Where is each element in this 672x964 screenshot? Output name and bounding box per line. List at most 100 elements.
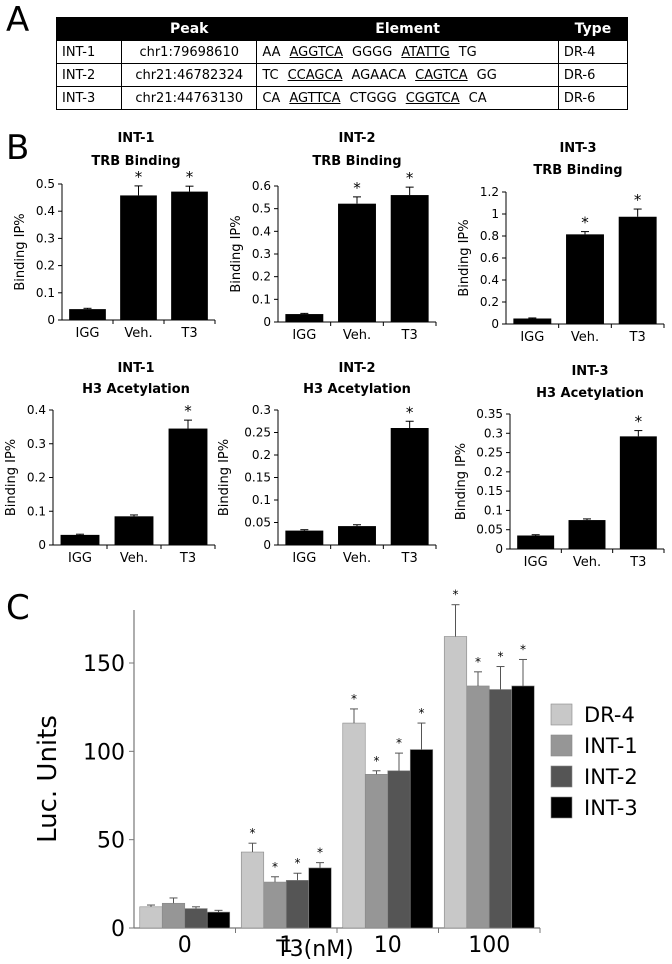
bar [184, 908, 208, 929]
element-segment: AA [262, 44, 281, 60]
bar [618, 216, 657, 324]
significance-star: * [406, 169, 414, 187]
table-header-element: Element [256, 17, 559, 41]
row-name: INT-1 [55, 40, 123, 64]
x-tick-label: IGG [524, 555, 548, 570]
y-tick-label: 100 [83, 740, 125, 765]
bar [619, 436, 657, 549]
x-tick-label: T3 [401, 328, 418, 343]
y-tick-label: 0.6 [480, 251, 499, 265]
y-tick-label: 0.3 [27, 437, 46, 451]
bar [69, 309, 106, 320]
bar [443, 636, 468, 929]
y-tick-label: 0.15 [244, 471, 271, 485]
y-tick-label: 0.4 [480, 273, 499, 287]
y-tick-label: 0 [111, 917, 125, 942]
x-tick-label: IGG [292, 551, 316, 566]
legend-label: INT-1 [584, 734, 638, 758]
bar [285, 314, 324, 322]
significance-star: * [635, 413, 643, 431]
y-tick-label: 0.1 [484, 503, 503, 517]
significance-star: * [374, 754, 380, 768]
element-spacer: CTGGG [349, 90, 397, 106]
bar [364, 773, 389, 929]
y-tick-label: 0.2 [484, 465, 503, 479]
row-name: INT-2 [55, 63, 123, 87]
x-tick-label: IGG [68, 551, 92, 566]
y-tick-label: 0.4 [27, 403, 46, 417]
panel-label-b: B [6, 128, 30, 168]
y-tick-label: 0.8 [480, 229, 499, 243]
x-tick-label: Veh. [120, 551, 148, 566]
chart-title-line1: INT-2 [338, 361, 375, 376]
bar [342, 722, 366, 929]
y-tick-label: 0 [47, 313, 55, 327]
peak-table: Peak Element Type INT-1 chr1:79698610 AA… [55, 17, 629, 110]
table-row: INT-3 chr21:44763130 CA AGTTCA CTGGG CGGTCA… [55, 86, 629, 110]
panel-label-c: C [6, 588, 30, 628]
y-tick-label: 1.2 [480, 185, 499, 199]
bar [568, 520, 606, 549]
x-tick-label: Veh. [343, 551, 371, 566]
significance-star: * [634, 191, 642, 209]
x-tick-label: 100 [468, 933, 510, 958]
y-axis-label: Binding IP% [229, 215, 244, 292]
bar [338, 526, 376, 545]
y-tick-label: 0.1 [252, 292, 271, 306]
element-segment: CA [262, 90, 281, 106]
legend-label: DR-4 [584, 703, 635, 727]
y-tick-label: 0.2 [252, 270, 271, 284]
y-tick-label: 0.3 [252, 247, 271, 261]
element-spacer: GGGG [352, 44, 393, 60]
bar [390, 428, 429, 545]
y-axis-label: Luc. Units [33, 715, 63, 843]
chart-title-line2: H3 Acetylation [303, 382, 411, 397]
bar [390, 195, 429, 322]
legend-swatch [550, 703, 573, 726]
x-tick-label: Veh. [571, 330, 599, 345]
significance-star: * [419, 706, 425, 720]
y-tick-label: 0.05 [244, 516, 271, 530]
row-peak: chr21:46782324 [121, 63, 258, 87]
x-tick-label: Veh. [124, 326, 152, 341]
y-tick-label: 1 [491, 207, 499, 221]
y-tick-label: 0.25 [476, 446, 503, 460]
bar [517, 535, 555, 549]
y-tick-label: 0 [38, 538, 46, 552]
x-tick-label: T3 [401, 551, 418, 566]
bar [139, 906, 163, 929]
significance-star: * [581, 214, 589, 232]
y-tick-label: 50 [97, 829, 125, 854]
y-tick-label: 0 [491, 317, 499, 331]
y-axis-label: Binding IP% [217, 439, 232, 516]
x-tick-label: 0 [178, 933, 192, 958]
significance-star: * [250, 826, 256, 840]
y-tick-label: 0.5 [36, 177, 55, 191]
significance-star: * [317, 846, 323, 860]
chart-title-line1: INT-3 [559, 141, 596, 156]
y-tick-label: 0.1 [252, 493, 271, 507]
bar [513, 318, 552, 324]
y-tick-label: 0.2 [252, 448, 271, 462]
x-axis-label: T3(nM) [275, 937, 354, 962]
table-header-name [55, 17, 123, 41]
chart-title-line1: INT-2 [338, 131, 375, 146]
bar [566, 234, 604, 324]
legend-label: INT-3 [584, 796, 638, 820]
row-name: INT-3 [55, 86, 123, 110]
legend-label: INT-2 [584, 765, 638, 789]
table-row: INT-2 chr21:46782324 TC CCAGCA AGAACA CAGTC… [55, 63, 629, 87]
y-tick-label: 0.2 [480, 295, 499, 309]
element-segment: CA [468, 90, 487, 106]
x-tick-label: IGG [76, 326, 100, 341]
y-tick-label: 150 [83, 652, 125, 677]
significance-star: * [396, 736, 402, 750]
significance-star: * [351, 692, 357, 706]
y-tick-label: 0.3 [252, 403, 271, 417]
element-motif-half: AGTTCA [289, 90, 341, 106]
row-element: TC CCAGCA AGAACA CAGTCA GG [256, 63, 559, 87]
y-axis-label: Binding IP% [454, 443, 469, 520]
x-tick-label: T3 [180, 326, 197, 341]
x-tick-label: 10 [374, 933, 402, 958]
y-tick-label: 0.2 [27, 471, 46, 485]
